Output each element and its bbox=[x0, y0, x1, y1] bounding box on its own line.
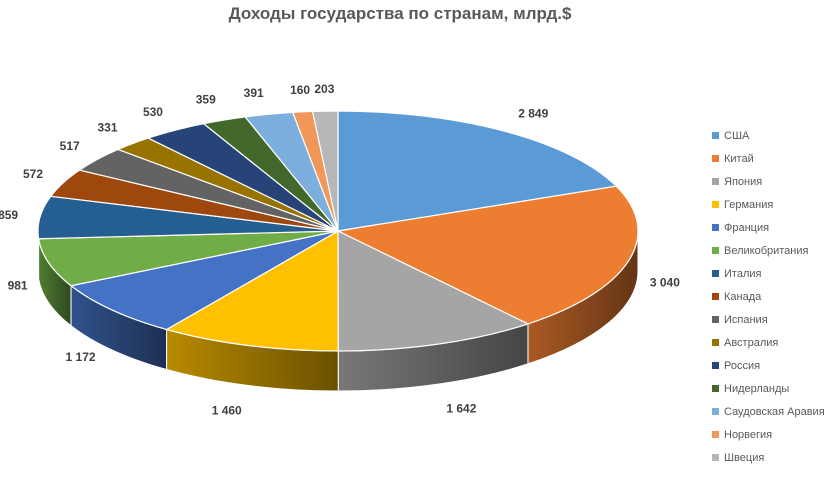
legend-item: Россия bbox=[712, 354, 830, 377]
legend-item: Австралия bbox=[712, 331, 830, 354]
legend-swatch bbox=[712, 178, 719, 185]
data-label: 1 642 bbox=[446, 401, 476, 415]
legend-label: Великобритания bbox=[724, 244, 809, 257]
legend-label: Япония bbox=[724, 175, 763, 188]
data-label: 572 bbox=[23, 167, 43, 181]
legend-item: Норвегия bbox=[712, 423, 830, 446]
legend-label: Нидерланды bbox=[724, 382, 790, 395]
slice-США bbox=[337, 110, 618, 232]
legend-swatch bbox=[712, 270, 719, 277]
legend-swatch bbox=[712, 247, 719, 254]
legend-label: Китай bbox=[724, 152, 754, 165]
data-label: 203 bbox=[314, 82, 334, 96]
data-label: 2 849 bbox=[518, 106, 548, 120]
data-label: 530 bbox=[143, 105, 163, 119]
legend-item: Франция bbox=[712, 216, 830, 239]
legend-item: Япония bbox=[712, 170, 830, 193]
legend-swatch bbox=[712, 201, 719, 208]
data-label: 160 bbox=[290, 83, 310, 97]
legend-swatch bbox=[712, 132, 719, 139]
slice-Франция bbox=[69, 230, 339, 331]
legend-item: Канада bbox=[712, 285, 830, 308]
data-label: 359 bbox=[196, 93, 216, 107]
data-label: 331 bbox=[97, 121, 117, 135]
legend-swatch bbox=[712, 316, 719, 323]
data-label: 517 bbox=[60, 139, 80, 153]
data-label: 981 bbox=[8, 278, 28, 292]
legend-item: Нидерланды bbox=[712, 377, 830, 400]
legend-label: Италия bbox=[724, 267, 762, 280]
legend-swatch bbox=[712, 339, 719, 346]
chart-title: Доходы государства по странам, млрд.$ bbox=[228, 4, 572, 23]
legend-label: США bbox=[724, 129, 750, 142]
legend-label: Германия bbox=[724, 198, 774, 211]
slice-Япония bbox=[337, 230, 530, 352]
legend-label: Франция bbox=[724, 221, 770, 234]
legend-swatch bbox=[712, 293, 719, 300]
legend-label: Канада bbox=[724, 290, 762, 303]
data-label: 859 bbox=[0, 208, 18, 222]
legend-item: Испания bbox=[712, 308, 830, 331]
legend-label: Швеция bbox=[724, 451, 765, 464]
legend-item: Великобритания bbox=[712, 239, 830, 262]
legend-item: Германия bbox=[712, 193, 830, 216]
slice-Великобритания bbox=[37, 230, 339, 287]
legend-swatch bbox=[712, 431, 719, 438]
legend-item: Китай bbox=[712, 147, 830, 170]
data-label: 3 040 bbox=[650, 275, 680, 289]
legend-item: США bbox=[712, 124, 830, 147]
legend-item: Швеция bbox=[712, 446, 830, 469]
legend-item: Италия bbox=[712, 262, 830, 285]
data-label: 391 bbox=[244, 86, 264, 100]
slice-Германия bbox=[165, 229, 339, 352]
legend-item: Саудовская Аравия bbox=[712, 400, 830, 423]
legend-label: Саудовская Аравия bbox=[724, 405, 825, 418]
legend-swatch bbox=[712, 408, 719, 415]
legend-label: Испания bbox=[724, 313, 768, 326]
data-label: 1 172 bbox=[66, 350, 96, 364]
legend-swatch bbox=[712, 362, 719, 369]
slice-Китай bbox=[336, 185, 639, 325]
data-label: 1 460 bbox=[212, 404, 242, 418]
legend-swatch bbox=[712, 155, 719, 162]
legend-label: Россия bbox=[724, 359, 761, 372]
slice-Швеция bbox=[311, 110, 339, 232]
chart-legend: США Китай Япония Германия Франция Великобрита… bbox=[712, 124, 830, 469]
legend-label: Норвегия bbox=[724, 428, 773, 441]
legend-swatch bbox=[712, 224, 719, 231]
legend-label: Австралия bbox=[724, 336, 779, 349]
legend-swatch bbox=[712, 385, 719, 392]
legend-swatch bbox=[712, 454, 719, 461]
